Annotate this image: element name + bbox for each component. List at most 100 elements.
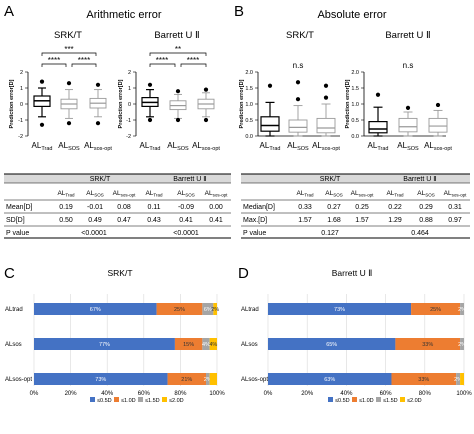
- bar-segment: [174, 338, 203, 350]
- a-srkt-sig-label: ****: [48, 56, 60, 65]
- bar-data-label: 2%: [211, 307, 219, 313]
- bar-data-label: 25%: [174, 307, 185, 313]
- bar-segment: [395, 338, 461, 350]
- a-barrett-ytick-label: -1: [126, 118, 131, 124]
- b-barrett-title: Barrett U Ⅱ: [385, 30, 430, 41]
- a-barrett-ytick-label: 1: [128, 86, 131, 92]
- b-barrett-ytick-label: 1.5: [351, 86, 359, 92]
- bar-data-label: 33%: [422, 342, 433, 348]
- b-srkt-ylabel: Prediction error[D]: [239, 79, 245, 128]
- table-a-cell: 0.49: [88, 217, 102, 224]
- box-outlier: [203, 117, 209, 123]
- bar-segment: [213, 303, 217, 315]
- a-barrett-sig-label: ****: [156, 56, 168, 65]
- box-outlier: [375, 92, 381, 97]
- legend-entry: ≤1.5D: [383, 398, 398, 404]
- table-a-cell: 0.08: [117, 204, 131, 211]
- a-barrett-ytick-label: -2: [126, 134, 131, 140]
- table-a-header-bg: [4, 174, 231, 183]
- bar-segment: [34, 338, 175, 350]
- a-srkt-yticks: 2 1 0 -1 -2: [18, 70, 28, 140]
- b-srkt-ytick-label: 2.0: [245, 70, 253, 76]
- a-barrett-xlabels: ALTrad ALSOS ALsos-opt: [140, 141, 221, 152]
- a-barrett-sig-bracket: [180, 63, 207, 67]
- table-a-cell: 0.47: [117, 217, 131, 224]
- bar-data-label: 33%: [418, 377, 429, 383]
- b-srkt-xlabels: ALTrad ALSOS ALsos-opt: [260, 141, 341, 152]
- box-outlier: [147, 82, 153, 87]
- table-b-cell: 0.97: [448, 217, 462, 224]
- xtick-label: 60%: [138, 391, 151, 397]
- a-barrett-sig: ** **** ****: [149, 45, 207, 67]
- c-legend: ≤0.5D ≤1.0D ≤1.5D ≤2.0D: [90, 397, 184, 404]
- panel-a-barrett: Barrett U Ⅱ 2 1 0 -1 -2 Prediction error…: [118, 30, 220, 152]
- legend-entry: ≤1.5D: [145, 398, 160, 404]
- a-barrett-xlabel: ALTrad: [140, 141, 161, 152]
- bar-segment: [268, 338, 396, 350]
- bar-segment: [202, 338, 210, 350]
- box-iqr: [288, 119, 308, 133]
- bar-data-label: 63%: [324, 377, 335, 383]
- panel-c-plot: 67% 25% 6% 2%77% 15% 4% 4%73% 21% 2% ALtradALsos…: [5, 294, 225, 404]
- xtick-label: 40%: [340, 391, 353, 397]
- legend-entry: ≤2.0D: [169, 398, 184, 404]
- legend-swatch: [328, 397, 333, 402]
- table-b-row-label: Median[D]: [243, 204, 275, 211]
- a-barrett-ytick-label: 0: [128, 102, 131, 108]
- b-barrett-ns-label: n.s: [403, 61, 414, 70]
- box-outlier: [295, 97, 301, 102]
- bar-data-label: 25%: [430, 307, 441, 313]
- table-b-col-header: ALsos-opt: [351, 190, 374, 198]
- table-a-cell: 0.50: [59, 217, 73, 224]
- a-barrett-yticks: 2 1 0 -1 -2: [126, 70, 136, 140]
- table-b-col-header: ALSOS: [417, 190, 434, 198]
- panel-b-title: Absolute error: [317, 9, 386, 21]
- panel-d-letter: D: [238, 265, 249, 282]
- b-barrett-ylabel: Prediction error[D]: [345, 79, 351, 128]
- a-barrett-ytick-label: 2: [128, 70, 131, 76]
- category-label: ALsos: [5, 342, 22, 348]
- box-iqr: [260, 116, 280, 132]
- a-srkt-sig-label: ****: [78, 56, 90, 65]
- table-b-cell: 0.88: [419, 217, 433, 224]
- panel-b-srkt: SRK/T 2.0 1.5 1.0 0.5 0.0 Prediction err…: [239, 30, 340, 152]
- d-bars: 73% 25% 2% 65% 33% 2% 63% 33% 2%: [268, 303, 466, 385]
- table-b-cell: 1.29: [388, 217, 402, 224]
- b-barrett-xlabel: ALTrad: [368, 141, 389, 152]
- panel-b-letter: B: [234, 3, 244, 20]
- bar-data-label: 2%: [458, 307, 466, 313]
- a-srkt-sig: *** **** ****: [41, 45, 97, 67]
- bar-segment: [268, 303, 412, 315]
- a-barrett-sig-bracket: [149, 63, 176, 67]
- table-b-row-label: Max.[D]: [243, 217, 267, 224]
- table-a-cell: 0.19: [59, 204, 73, 211]
- table-a-col-headers: ALTrad ALSOS ALsos-opt ALTrad ALSOS ALso…: [57, 190, 228, 198]
- a-srkt-sig-bracket: [71, 63, 97, 67]
- table-b-cell: 0.33: [298, 204, 312, 211]
- b-srkt-ns-label: n.s: [293, 61, 304, 70]
- b-barrett-yticks: 2.0 1.5 1.0 0.5 0.0: [351, 70, 364, 140]
- panel-a-letter: A: [4, 3, 14, 20]
- c-xtick-labels: 0% 20% 40% 60% 80% 100%: [30, 391, 226, 397]
- d-category-labels: ALtrad ALsos ALsos-opt: [241, 307, 268, 383]
- a-srkt-xlabel: ALTrad: [32, 141, 53, 152]
- table-b-col-header: ALSOS: [325, 190, 342, 198]
- b-barrett-ytick-label: 0.5: [351, 118, 359, 124]
- table-a-pvalue-label: P value: [6, 230, 29, 237]
- a-srkt-ytick-label: -2: [18, 134, 23, 140]
- bar-segment: [206, 373, 210, 385]
- table-a-cell: -0.09: [178, 204, 194, 211]
- b-barrett-boxes: [368, 92, 448, 137]
- b-srkt-ytick-label: 0.5: [245, 118, 253, 124]
- legend-swatch: [400, 397, 405, 402]
- table-a-group-header: SRK/T: [90, 176, 111, 183]
- panel-a-srkt: SRK/T 2 1 0 -1 -2 Prediction error[D] **…: [9, 30, 112, 152]
- xtick-label: 20%: [301, 391, 314, 397]
- table-b-cell: 0.29: [419, 204, 433, 211]
- box-outlier: [323, 95, 329, 100]
- table-b-col-headers: ALTrad ALSOS ALsos-opt ALTrad ALSOS ALso…: [296, 190, 467, 198]
- a-srkt-sig-bracket: [41, 63, 67, 67]
- xtick-label: 20%: [65, 391, 78, 397]
- table-a-col-header: ALSOS: [177, 190, 194, 198]
